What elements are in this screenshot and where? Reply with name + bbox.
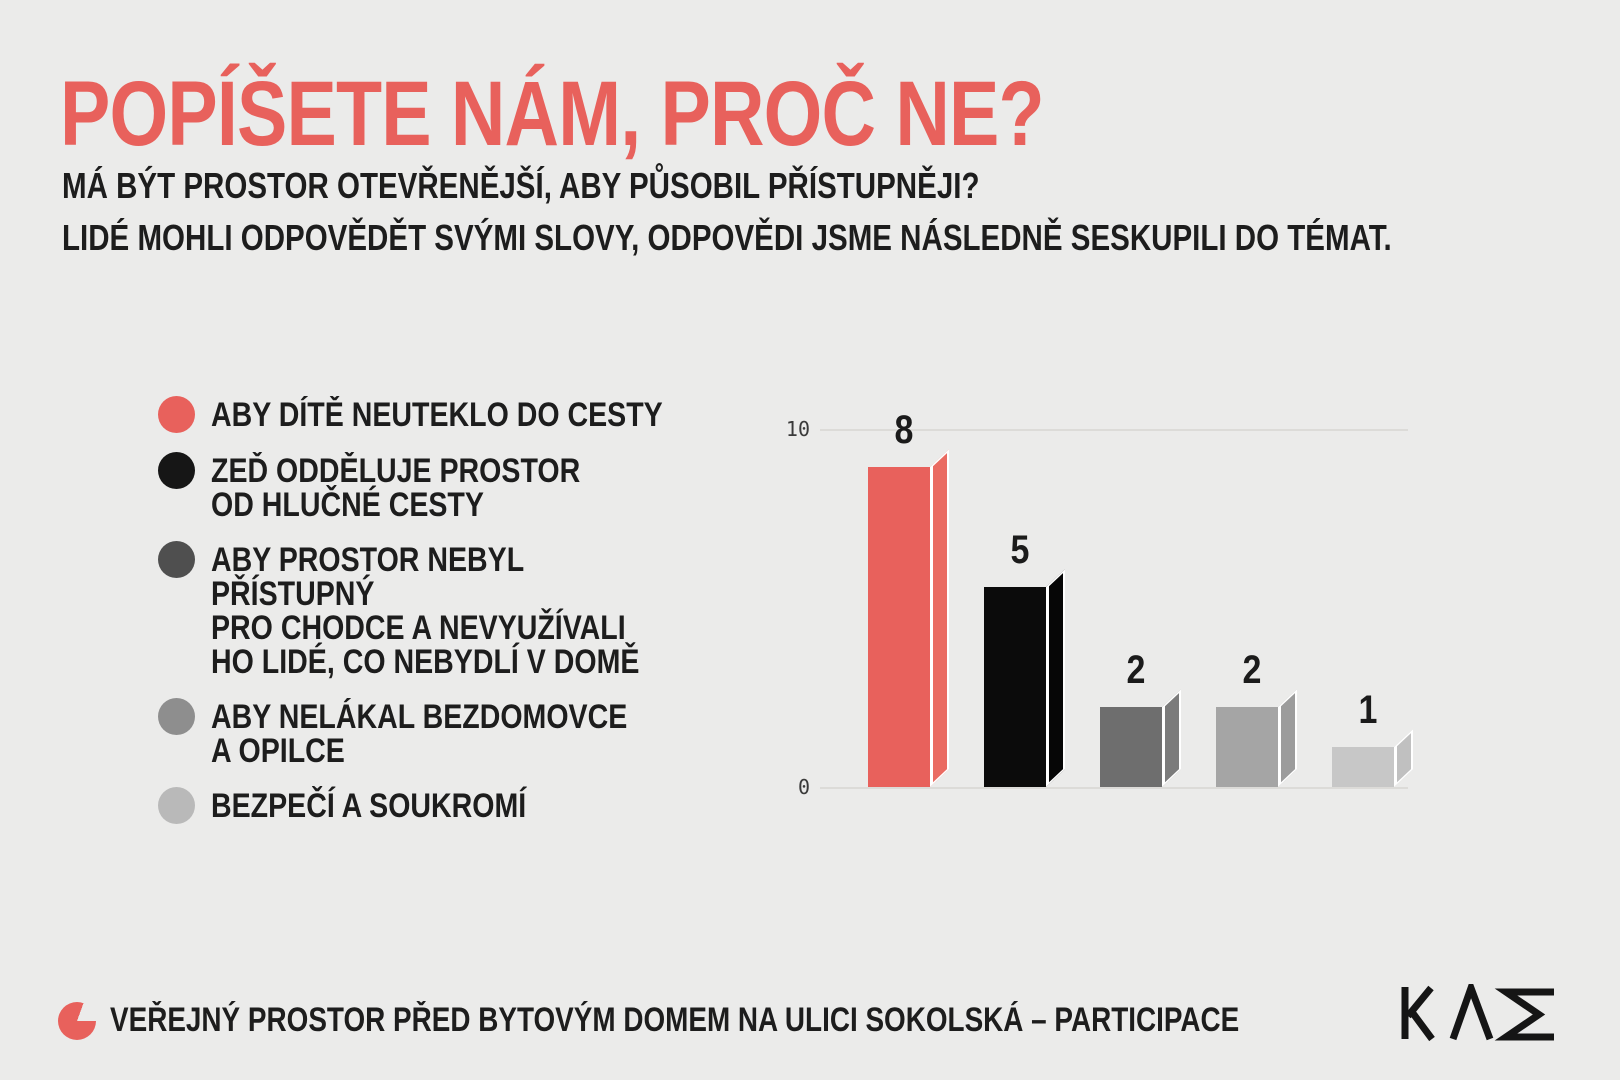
legend-dot-icon	[158, 396, 195, 433]
bar-value-label: 8	[894, 408, 914, 452]
bar-value-label: 1	[1358, 688, 1378, 732]
chart-legend: ABY DÍTĚ NEUTEKLO DO CESTY ZEĎ ODDĚLUJE …	[158, 396, 758, 845]
bar-value-label: 2	[1242, 648, 1262, 692]
legend-item: ABY DÍTĚ NEUTEKLO DO CESTY	[158, 396, 758, 434]
bar-front-face	[1100, 707, 1162, 787]
legend-dot-icon	[158, 787, 195, 824]
y-axis-tick-min: 0	[797, 775, 810, 799]
legend-dot-icon	[158, 541, 195, 578]
pie-wedge-icon	[58, 1002, 96, 1040]
bar-front-face	[1216, 707, 1278, 787]
legend-item-label: ABY PROSTOR NEBYL PŘÍSTUPNÝ PRO CHODCE A…	[211, 541, 640, 681]
gridline-top	[820, 429, 1408, 431]
legend-item-label: ZEĎ ODDĚLUJE PROSTOR OD HLUČNÉ CESTY	[211, 452, 581, 524]
logo-letter-a	[1449, 984, 1494, 1041]
legend-item-label: ABY NELÁKAL BEZDOMOVCE A OPILCE	[211, 698, 628, 770]
legend-item-label: ABY DÍTĚ NEUTEKLO DO CESTY	[211, 396, 663, 434]
bar-value-label: 2	[1126, 648, 1146, 692]
bar-group: 2	[1216, 650, 1300, 787]
legend-dot-icon	[158, 452, 195, 489]
bar-front-face	[1332, 747, 1394, 787]
bar-side-face	[1278, 689, 1297, 787]
bar-chart: 10 0 8 5 2 2 1	[760, 380, 1420, 800]
bar-side-face	[1394, 729, 1413, 787]
gridline-baseline	[820, 787, 1408, 789]
subtitle-method: LIDÉ MOHLI ODPOVĚDĚT SVÝMI SLOVY, ODPOVĚ…	[62, 217, 1392, 258]
footer-caption: VEŘEJNÝ PROSTOR PŘED BYTOVÝM DOMEM NA UL…	[110, 1001, 1240, 1039]
bar-value-label: 5	[1010, 528, 1030, 572]
legend-item-label: BEZPEČÍ A SOUKROMÍ	[211, 787, 527, 825]
bar-side-face	[1046, 569, 1065, 787]
logo-letter-m	[1494, 988, 1554, 1041]
y-axis-tick-max: 10	[785, 417, 810, 441]
legend-item: ABY PROSTOR NEBYL PŘÍSTUPNÝ PRO CHODCE A…	[158, 541, 758, 681]
bar-front-face	[868, 467, 930, 787]
legend-item: BEZPEČÍ A SOUKROMÍ	[158, 787, 758, 825]
bar-group: 2	[1100, 650, 1184, 787]
bar-side-face	[930, 449, 949, 787]
subtitle-question: MÁ BÝT PROSTOR OTEVŘENĚJŠÍ, ABY PŮSOBIL …	[62, 165, 980, 206]
bar-group: 8	[868, 410, 952, 787]
bar-group: 5	[984, 530, 1068, 787]
legend-item: ZEĎ ODDĚLUJE PROSTOR OD HLUČNÉ CESTY	[158, 452, 758, 524]
page-title: POPÍŠETE NÁM, PROČ NE?	[60, 66, 1260, 162]
logo-letter-k	[1401, 985, 1435, 1042]
kam-logo	[1401, 984, 1554, 1042]
page-title-text: POPÍŠETE NÁM, PROČ NE?	[60, 63, 1045, 165]
bar-front-face	[984, 587, 1046, 787]
bar-side-face	[1162, 689, 1181, 787]
legend-item: ABY NELÁKAL BEZDOMOVCE A OPILCE	[158, 698, 758, 770]
legend-dot-icon	[158, 698, 195, 735]
bar-group: 1	[1332, 690, 1416, 787]
